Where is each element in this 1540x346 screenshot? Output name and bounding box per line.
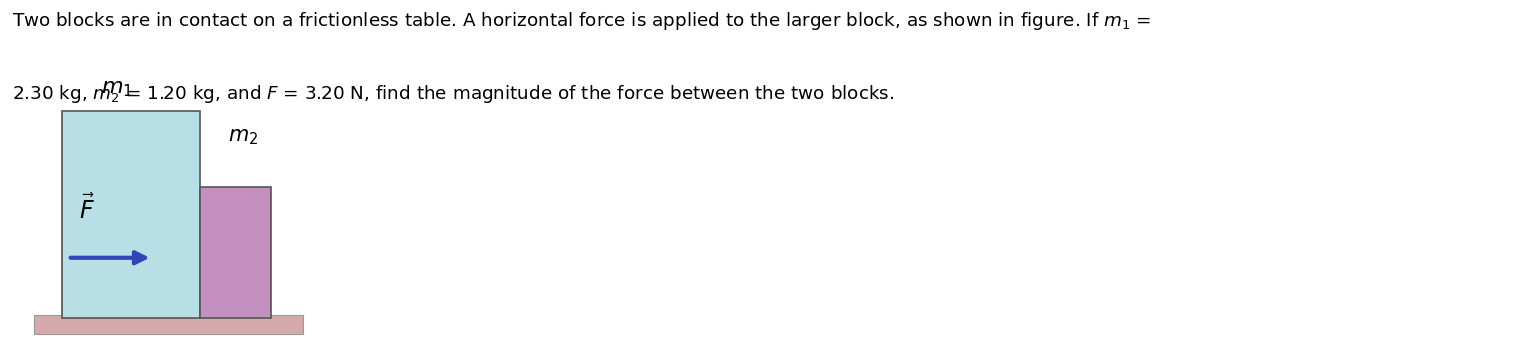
Text: $m_2$: $m_2$: [228, 127, 259, 147]
Text: Two blocks are in contact on a frictionless table. A horizontal force is applied: Two blocks are in contact on a frictionl…: [12, 10, 1152, 33]
Text: 2.30 kg, $m_2$ = 1.20 kg, and $F$ = 3.20 N, find the magnitude of the force betw: 2.30 kg, $m_2$ = 1.20 kg, and $F$ = 3.20…: [12, 83, 895, 105]
Bar: [62, 111, 200, 318]
Text: $\vec{F}$: $\vec{F}$: [79, 194, 94, 224]
Text: $m_1$: $m_1$: [102, 79, 132, 99]
Bar: [34, 315, 303, 334]
Bar: [200, 187, 271, 318]
